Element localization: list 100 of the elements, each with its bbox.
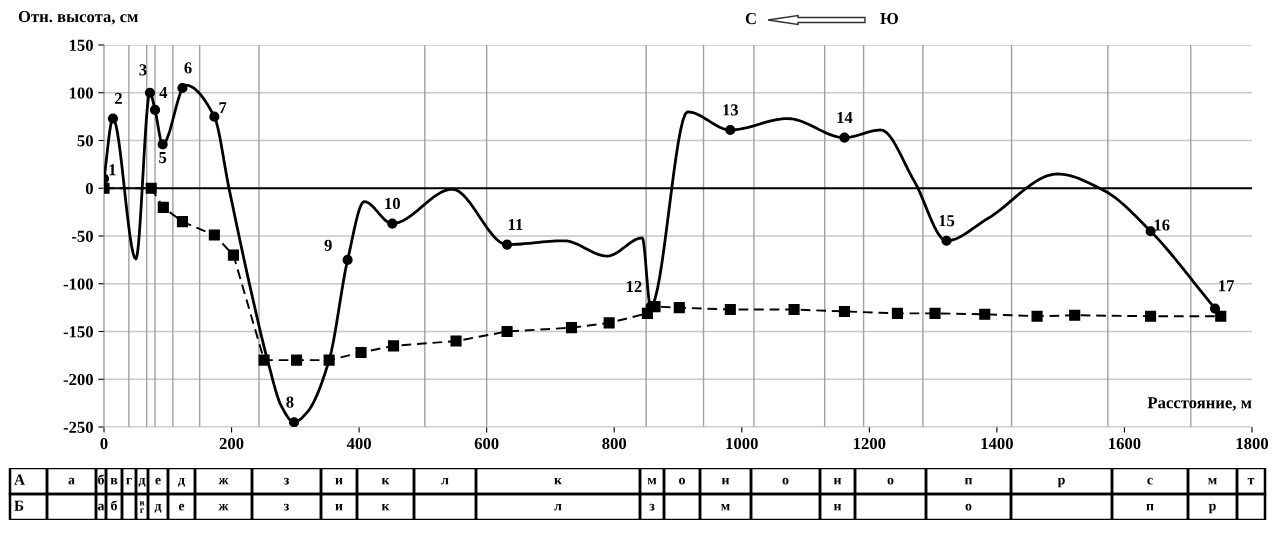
- text: з: [283, 477, 289, 485]
- text: о: [887, 477, 894, 485]
- point: [501, 325, 513, 338]
- point: [157, 139, 168, 150]
- text: н: [833, 503, 842, 511]
- text: о: [965, 503, 972, 511]
- category-label: А: [14, 474, 25, 485]
- point: [603, 317, 615, 329]
- text: т: [1247, 477, 1255, 485]
- text: в г: [139, 501, 145, 514]
- text: н: [721, 477, 730, 485]
- x-tick-label: 200: [219, 437, 244, 450]
- x-axis-title: Расстояние, м: [1147, 397, 1252, 411]
- point: [323, 354, 335, 366]
- text: д: [154, 503, 162, 513]
- point: [788, 303, 800, 316]
- annotation: 11: [508, 218, 523, 230]
- text: к: [381, 503, 390, 511]
- text: С: [745, 12, 756, 25]
- x-tick-label: 1200: [854, 437, 886, 450]
- text: к: [554, 477, 562, 485]
- annotation: 15: [939, 215, 955, 227]
- point: [1031, 310, 1043, 322]
- y-axis-title: Отн. высота, см: [18, 10, 138, 25]
- text: г: [126, 477, 132, 485]
- point: [176, 216, 189, 228]
- y-tick-label: 100: [69, 87, 93, 99]
- text: б: [111, 500, 117, 511]
- point: [941, 235, 952, 246]
- point: [891, 307, 903, 319]
- text: к: [381, 477, 390, 485]
- text: з: [283, 503, 289, 511]
- point: [838, 305, 851, 318]
- text: е: [178, 503, 185, 511]
- annotation: 6: [184, 62, 192, 74]
- text: д: [138, 477, 146, 487]
- text: м: [647, 477, 657, 485]
- point: [157, 201, 169, 213]
- text: м: [721, 503, 730, 511]
- x-tick-label: 1000: [726, 437, 758, 450]
- y-tick-label: -200: [63, 373, 93, 386]
- point: [355, 346, 367, 359]
- annotation: 7: [219, 102, 227, 114]
- point: [725, 124, 736, 136]
- text: Ю: [880, 12, 898, 25]
- text: н: [833, 477, 842, 485]
- annotation: 4: [159, 87, 168, 99]
- x-tick-label: 1400: [981, 437, 1013, 450]
- point: [673, 302, 685, 314]
- point: [565, 322, 578, 334]
- point: [107, 113, 119, 124]
- point: [1215, 310, 1227, 322]
- text: ж: [218, 503, 229, 511]
- y-tick-label: 50: [77, 135, 93, 147]
- point: [145, 182, 157, 194]
- annotation: 13: [723, 104, 739, 116]
- point: [450, 335, 462, 347]
- text: и: [335, 503, 343, 511]
- text: ж: [218, 477, 229, 485]
- annotation: 8: [286, 396, 294, 408]
- y-tick-label: -150: [63, 326, 93, 338]
- y-tick-label: 0: [85, 182, 93, 195]
- annotation: 10: [385, 197, 400, 210]
- text: п: [964, 477, 973, 485]
- text: с: [1147, 477, 1153, 485]
- point: [288, 417, 300, 427]
- x-tick-label: 1600: [1109, 437, 1141, 450]
- point: [291, 354, 303, 366]
- text: р: [1057, 477, 1065, 488]
- point: [144, 87, 156, 98]
- text: б: [98, 474, 104, 485]
- annotation: 1: [109, 164, 116, 176]
- y-tick-label: -50: [71, 230, 93, 242]
- point: [387, 340, 400, 352]
- annotation: 3: [139, 64, 147, 76]
- point: [724, 303, 736, 316]
- text: о: [679, 477, 685, 485]
- point: [501, 239, 513, 250]
- x-tick-label: 600: [474, 437, 499, 450]
- text: л: [441, 477, 449, 485]
- text: а: [97, 503, 105, 511]
- point: [387, 218, 398, 229]
- y-tick-label: -250: [63, 421, 93, 433]
- point: [1145, 226, 1156, 237]
- point: [227, 249, 240, 261]
- text: в: [110, 477, 118, 485]
- point: [208, 229, 220, 241]
- x-tick-label: 800: [602, 437, 627, 450]
- x-tick-label: 400: [346, 437, 371, 450]
- point: [209, 111, 220, 122]
- point: [177, 82, 188, 94]
- annotation: 2: [115, 92, 122, 104]
- point: [979, 308, 991, 320]
- y-tick-label: 150: [69, 39, 93, 51]
- point: [1069, 309, 1081, 321]
- point: [258, 354, 270, 366]
- text: и: [335, 477, 343, 485]
- point: [1209, 303, 1221, 314]
- annotation: 17: [1219, 280, 1235, 292]
- text: п: [1146, 503, 1154, 511]
